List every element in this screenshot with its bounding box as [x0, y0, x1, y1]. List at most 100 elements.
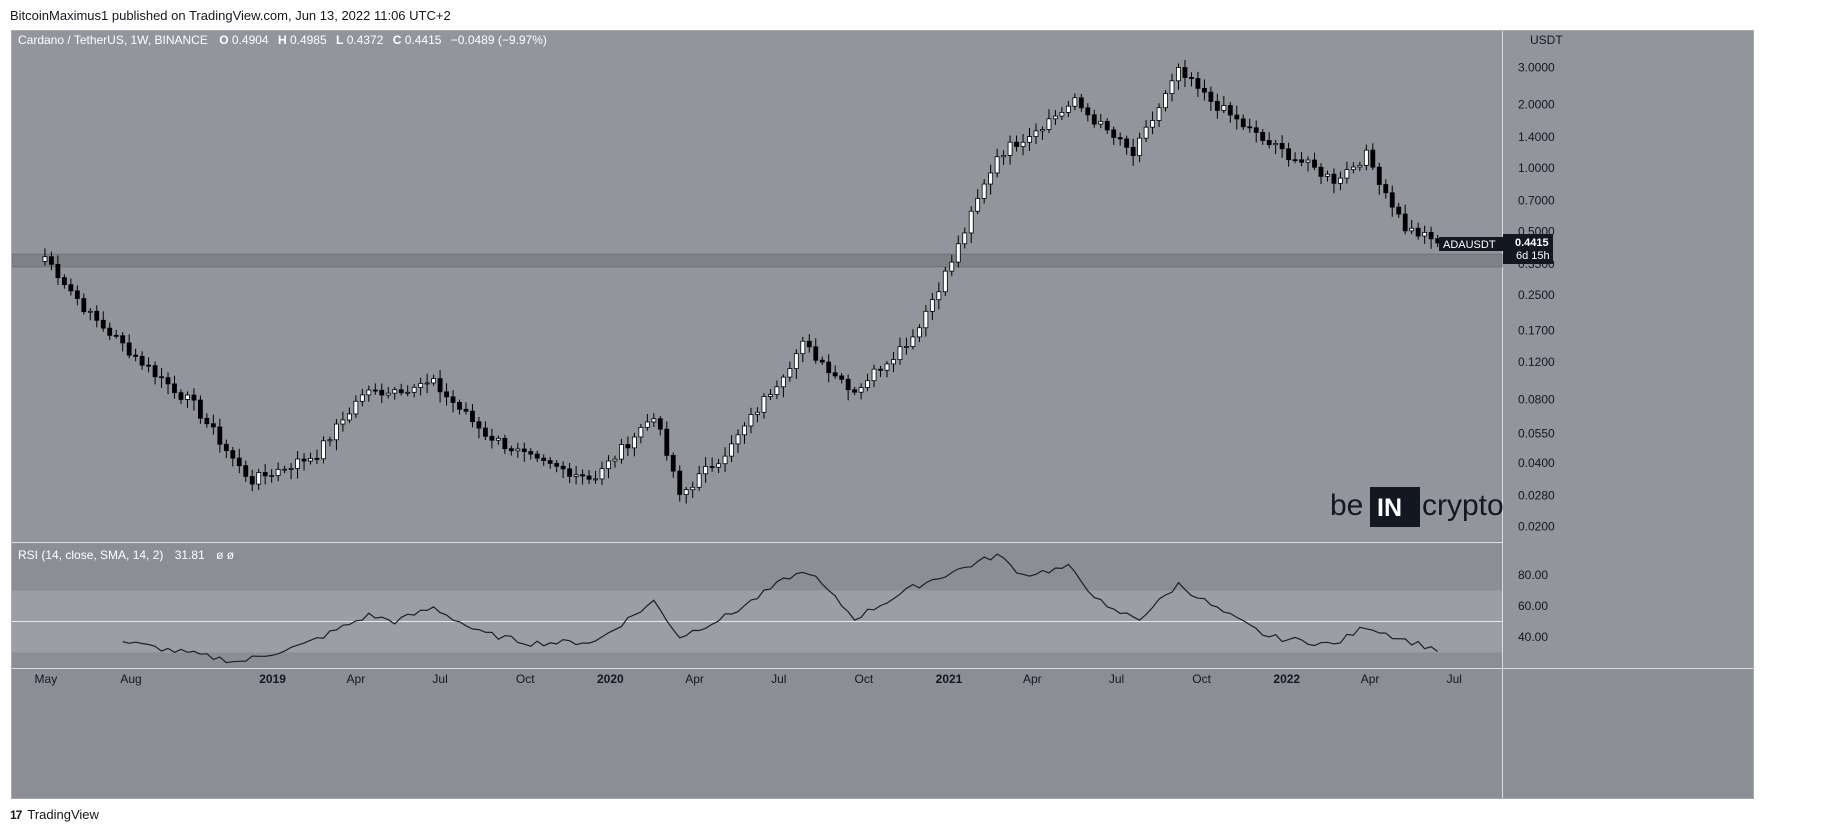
candle [1318, 166, 1324, 177]
candle [1253, 127, 1259, 133]
price-axis[interactable] [1503, 31, 1753, 668]
legend-h-label: H [278, 33, 287, 47]
rsi-label: RSI (14, close, SMA, 14, 2) [18, 548, 163, 562]
candle [476, 421, 482, 429]
candle [599, 468, 605, 480]
candle [308, 458, 313, 462]
candle [1402, 213, 1408, 232]
candle [1247, 126, 1253, 129]
candle [1409, 227, 1415, 232]
candle [768, 394, 773, 397]
candle [606, 460, 611, 470]
price-tick-label: 0.0800 [1518, 392, 1555, 406]
price-tick-label: 0.1200 [1518, 355, 1555, 369]
legend-change: −0.0489 (−9.97%) [451, 33, 547, 47]
candle [392, 389, 398, 394]
candle [631, 436, 637, 449]
candle [1331, 173, 1337, 184]
price-tick-label: 0.0280 [1518, 489, 1555, 503]
candle [366, 389, 372, 396]
candle [372, 389, 378, 392]
candle [1053, 115, 1058, 120]
candle [210, 423, 216, 428]
candle [249, 476, 255, 485]
time-tick-label: Jul [771, 672, 786, 686]
candle [120, 335, 126, 344]
candle [729, 443, 734, 457]
candle [1201, 87, 1207, 93]
candle [800, 340, 806, 355]
candle [1214, 100, 1220, 111]
candle [223, 443, 229, 452]
candle [644, 421, 650, 428]
candle [554, 463, 560, 467]
candle [126, 342, 132, 356]
candle [1124, 138, 1130, 148]
candle [61, 277, 67, 286]
chart-canvas[interactable]: 3.00002.00001.40001.00000.70000.50000.35… [12, 31, 1753, 798]
candle [146, 364, 152, 367]
legend-c-value: 0.4415 [405, 33, 442, 47]
tradingview-logo-icon[interactable]: 17 [10, 807, 22, 822]
candle [748, 414, 754, 427]
legend-symbol: Cardano / TetherUS, 1W, BINANCE [18, 33, 208, 47]
rsi-tick-label: 60.00 [1518, 599, 1548, 613]
time-tick-label: Aug [120, 672, 141, 686]
candle [690, 486, 696, 491]
candle [230, 450, 236, 459]
becrypto-watermark: be IN crypto [1330, 487, 1504, 527]
candle [936, 291, 942, 301]
candle [81, 298, 87, 313]
time-tick-label: 2019 [259, 672, 286, 686]
candle [1104, 120, 1110, 131]
footer-brand[interactable]: TradingView [27, 807, 99, 822]
candle [865, 380, 870, 388]
candle [1428, 232, 1434, 240]
price-tick-label: 0.0400 [1518, 456, 1555, 470]
legend-l-value: 0.4372 [347, 33, 384, 47]
candle [942, 270, 948, 293]
candle [813, 346, 819, 361]
candle [133, 354, 139, 357]
candle [1111, 129, 1117, 138]
last-price-tag: ADAUSDT 0.4415 6d 15h [1439, 234, 1553, 264]
watermark-box [1370, 487, 1420, 527]
footer: 17 TradingView [10, 807, 99, 822]
candle [489, 435, 495, 441]
candle [761, 396, 767, 413]
candle [1182, 67, 1188, 78]
candle [1357, 164, 1363, 168]
candle [1046, 118, 1052, 130]
candle [398, 389, 404, 394]
candle [113, 334, 119, 337]
candle [1221, 105, 1227, 111]
candle [696, 473, 702, 488]
candle [929, 299, 935, 312]
candle [457, 402, 462, 410]
time-tick-label: Apr [685, 672, 704, 686]
rsi-tick-labels: 80.00 60.00 40.00 [1518, 568, 1548, 644]
candle [94, 310, 100, 321]
candle [528, 451, 534, 455]
time-tick-label: 2022 [1273, 672, 1300, 686]
candle [152, 365, 158, 378]
candle [1169, 80, 1175, 94]
candle [1040, 129, 1045, 132]
legend-h-value: 0.4985 [290, 33, 327, 47]
candle [327, 439, 333, 442]
time-tick-label: Jul [432, 672, 447, 686]
candle [975, 197, 981, 212]
candle [1266, 140, 1272, 146]
candle [139, 355, 145, 366]
candle [839, 375, 845, 380]
candle [832, 372, 838, 377]
candle [437, 378, 443, 393]
time-tick-label: 2020 [597, 672, 624, 686]
candle [845, 378, 851, 391]
rsi-tick-label: 80.00 [1518, 568, 1548, 582]
candle [1286, 148, 1292, 161]
chart-frame[interactable]: 3.0000 2.0000 1.4000 1.0000 0.7000 0.5000 0.35… [11, 30, 1754, 799]
rsi-line [122, 553, 1438, 664]
time-tick-label: Apr [1361, 672, 1380, 686]
candle [185, 394, 190, 400]
